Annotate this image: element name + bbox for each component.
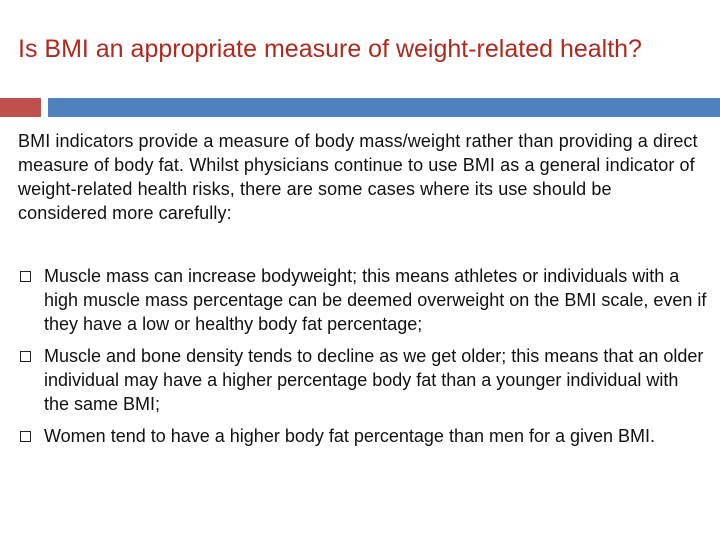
bullet-text: Muscle mass can increase bodyweight; thi… <box>44 266 707 334</box>
bullet-item: Muscle mass can increase bodyweight; thi… <box>18 264 708 336</box>
square-bullet-icon <box>20 351 31 362</box>
bullet-list: Muscle mass can increase bodyweight; thi… <box>18 264 708 456</box>
square-bullet-icon <box>20 431 31 442</box>
intro-paragraph: BMI indicators provide a measure of body… <box>18 131 698 223</box>
bullet-text: Muscle and bone density tends to decline… <box>44 346 704 414</box>
bullet-item: Women tend to have a higher body fat per… <box>18 424 708 448</box>
bullet-item: Muscle and bone density tends to decline… <box>18 344 708 416</box>
slide-title: Is BMI an appropriate measure of weight-… <box>18 34 642 63</box>
accent-bar-blue <box>48 98 720 117</box>
square-bullet-icon <box>20 271 31 282</box>
accent-bar-red <box>0 98 41 117</box>
bullet-text: Women tend to have a higher body fat per… <box>44 426 656 446</box>
